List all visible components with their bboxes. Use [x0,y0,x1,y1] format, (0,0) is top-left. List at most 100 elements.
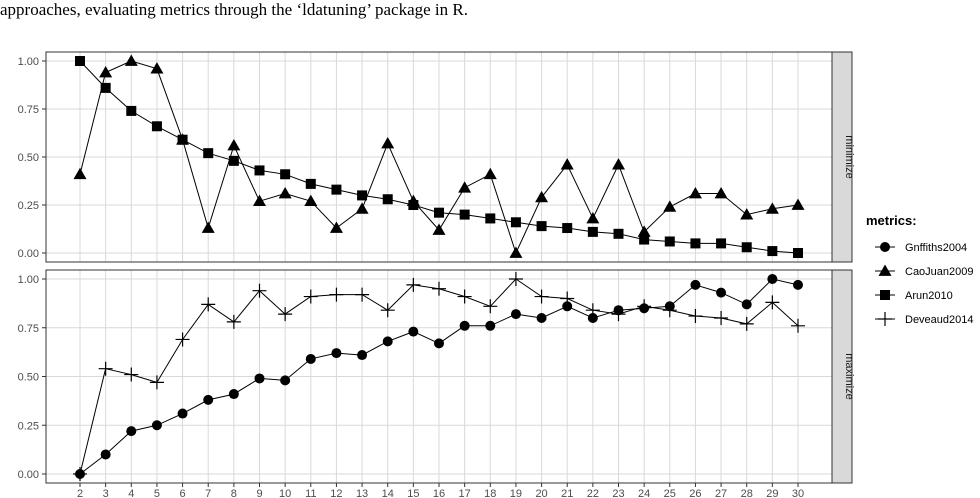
data-point [253,194,266,207]
data-point [252,283,267,298]
data-point [73,467,87,481]
data-point [432,223,446,235]
data-point [716,238,727,249]
data-point [535,190,549,203]
data-point [380,303,395,318]
x-tick-label: 22 [587,488,599,498]
data-point [562,301,573,312]
panel-minimize: 0.00 0.25 0.50 0.75 1.00 minimize [18,51,855,263]
data-point [203,394,214,405]
y-tick-label: 1.00 [18,274,39,286]
data-point [73,167,87,180]
data-point [587,226,598,237]
legend-item-caojuan2009: CaoJuan2009 [875,264,974,278]
x-tick-label: 15 [407,488,419,498]
x-tick-label: 27 [715,488,727,498]
data-point [355,287,370,302]
series-caojuan2009 [73,54,805,258]
data-point [278,307,293,322]
data-point [329,221,343,233]
x-tick-label: 9 [256,488,262,498]
y-tick-label: 0.75 [18,323,39,335]
x-tick-label: 19 [510,488,522,498]
facet-strip [831,269,853,484]
data-point [201,221,215,233]
series-deveaud2014 [73,272,805,481]
data-point [459,320,470,331]
data-point [382,194,393,205]
data-point [459,209,470,220]
data-point [740,208,754,220]
figure-caption: approaches, evaluating metrics through t… [0,0,468,19]
facet-label-maximize: maximize [843,353,855,399]
data-point [357,190,368,201]
data-point [534,289,549,304]
data-point [536,313,547,323]
data-point [767,246,778,257]
data-point [714,186,728,199]
data-point [304,194,318,207]
data-point [381,137,395,149]
data-point [508,272,523,286]
x-tick-label: 5 [154,488,160,498]
y-tick-label: 0.25 [18,200,39,212]
data-point [509,246,523,258]
data-point [331,184,342,195]
data-point [278,186,292,199]
data-point [587,313,598,323]
x-tick-label: 4 [128,488,134,498]
series-arun2010 [75,56,803,258]
data-point [485,213,496,224]
data-point [228,155,239,166]
data-point [664,236,675,247]
data-point [585,303,600,318]
legend-item-arun2010: Arun2010 [875,290,953,302]
legend-item-griffiths2004: Gnffiths2004 [875,242,967,254]
data-point [560,158,574,170]
legend: metrics: Gnffiths2004 CaoJuan2009 Arun2010 D… [866,213,974,326]
data-point [201,297,216,312]
data-point [741,242,752,253]
data-point [457,289,472,304]
legend-title: metrics: [866,213,917,228]
data-point [151,121,162,132]
data-point [149,375,164,390]
data-point [434,338,444,349]
x-tick-label: 6 [180,488,186,498]
data-point [791,318,805,333]
data-point [226,314,241,329]
data-point [612,158,625,170]
data-point [432,281,446,296]
data-point [765,295,780,310]
legend-label: Gnffiths2004 [905,242,967,254]
data-point [586,211,600,224]
data-point [98,361,113,376]
data-point [793,279,803,290]
data-point [100,449,111,460]
data-point [765,202,779,214]
data-point [458,181,472,193]
x-tick-label: 3 [103,488,109,498]
data-point [100,82,111,93]
data-point [611,307,626,322]
data-point [639,234,650,245]
x-tick-label: 16 [433,488,445,498]
data-point [408,326,419,337]
data-point [151,420,162,431]
legend-key-plus [878,312,892,326]
data-point [203,148,214,159]
legend-label: Arun2010 [905,290,953,302]
data-point [662,303,677,318]
data-point [408,200,419,210]
data-point [536,221,547,232]
facet-label-minimize: minimize [843,135,855,178]
data-point [227,138,241,151]
legend-key-square [880,290,890,300]
data-point [483,167,497,180]
data-point [483,299,498,314]
x-tick-label: 24 [638,488,650,498]
data-point [124,367,139,382]
data-point [75,56,85,66]
data-point [126,105,137,116]
data-point [560,291,575,306]
